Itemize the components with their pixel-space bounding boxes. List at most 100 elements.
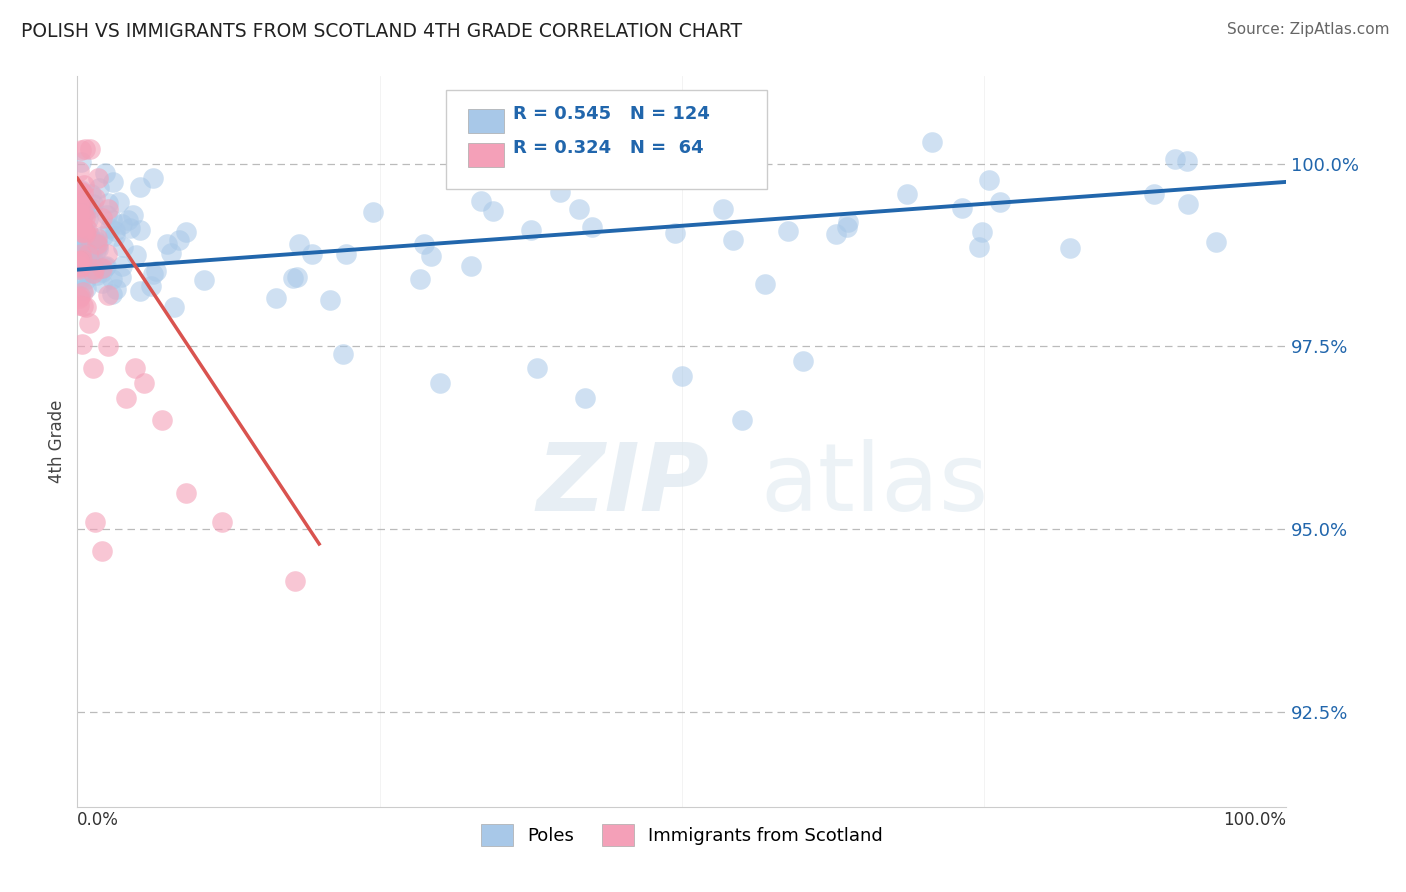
Immigrants from Scotland xyxy=(69,211,91,225)
Immigrants from Scotland xyxy=(132,376,155,390)
Poles xyxy=(75,272,97,286)
Immigrants from Scotland xyxy=(67,298,90,312)
Poles xyxy=(921,135,943,149)
Poles xyxy=(519,223,541,237)
Immigrants from Scotland xyxy=(70,252,93,267)
Poles xyxy=(96,208,118,222)
Poles xyxy=(87,238,110,252)
Immigrants from Scotland xyxy=(211,515,233,529)
Poles xyxy=(288,236,311,251)
Poles xyxy=(731,412,754,426)
Poles xyxy=(429,376,451,390)
Immigrants from Scotland xyxy=(73,225,96,239)
Poles xyxy=(145,263,167,277)
Poles xyxy=(70,242,93,256)
Poles xyxy=(87,242,110,256)
Immigrants from Scotland xyxy=(69,201,91,215)
Poles xyxy=(825,227,848,242)
Immigrants from Scotland xyxy=(69,260,91,275)
Poles xyxy=(142,171,165,186)
Poles xyxy=(76,258,98,272)
Poles xyxy=(94,260,117,274)
FancyBboxPatch shape xyxy=(468,109,505,133)
Poles xyxy=(671,368,693,383)
Poles xyxy=(91,229,114,244)
Poles xyxy=(80,187,103,202)
Poles xyxy=(481,204,503,219)
Immigrants from Scotland xyxy=(69,219,91,233)
Poles xyxy=(101,213,124,227)
Poles xyxy=(73,223,96,237)
Poles xyxy=(70,240,93,254)
Poles xyxy=(82,196,104,211)
Poles xyxy=(301,246,323,260)
Poles xyxy=(91,265,114,279)
Text: POLISH VS IMMIGRANTS FROM SCOTLAND 4TH GRADE CORRELATION CHART: POLISH VS IMMIGRANTS FROM SCOTLAND 4TH G… xyxy=(21,22,742,41)
Poles xyxy=(84,243,107,257)
Text: R = 0.545   N = 124: R = 0.545 N = 124 xyxy=(513,105,710,123)
Immigrants from Scotland xyxy=(96,247,118,261)
Poles xyxy=(837,219,859,234)
Poles xyxy=(283,271,305,285)
Poles xyxy=(70,244,93,259)
Immigrants from Scotland xyxy=(97,287,120,301)
Poles xyxy=(264,291,287,305)
Y-axis label: 4th Grade: 4th Grade xyxy=(48,400,66,483)
Immigrants from Scotland xyxy=(84,515,107,529)
Immigrants from Scotland xyxy=(69,185,91,199)
Immigrants from Scotland xyxy=(67,259,90,273)
Poles xyxy=(70,183,93,197)
Poles xyxy=(332,347,354,361)
Text: 0.0%: 0.0% xyxy=(77,811,120,829)
Poles xyxy=(70,226,93,240)
Poles xyxy=(73,235,96,250)
Immigrants from Scotland xyxy=(67,206,90,220)
Poles xyxy=(111,259,134,273)
Poles xyxy=(142,267,165,281)
Immigrants from Scotland xyxy=(114,391,136,405)
Poles xyxy=(125,248,148,262)
Immigrants from Scotland xyxy=(72,299,94,313)
Poles xyxy=(108,194,131,209)
Poles xyxy=(1142,186,1164,201)
Text: 100.0%: 100.0% xyxy=(1223,811,1286,829)
Poles xyxy=(84,235,107,249)
Poles xyxy=(1164,152,1187,166)
Poles xyxy=(79,248,101,262)
Poles xyxy=(526,361,548,376)
Poles xyxy=(70,199,93,213)
Poles xyxy=(98,220,121,235)
Immigrants from Scotland xyxy=(69,194,91,208)
Poles xyxy=(319,293,342,307)
Poles xyxy=(110,269,132,284)
Immigrants from Scotland xyxy=(73,210,96,224)
Poles xyxy=(754,277,776,292)
Immigrants from Scotland xyxy=(69,193,91,207)
Poles xyxy=(75,239,97,253)
Poles xyxy=(75,197,97,211)
Immigrants from Scotland xyxy=(67,291,90,305)
Poles xyxy=(75,204,97,219)
Poles xyxy=(103,175,125,189)
Poles xyxy=(104,228,127,243)
Poles xyxy=(160,245,183,260)
Poles xyxy=(163,301,186,315)
Poles xyxy=(574,391,596,405)
Poles xyxy=(75,280,97,294)
Poles xyxy=(70,224,93,238)
Poles xyxy=(77,260,100,274)
Poles xyxy=(792,354,814,368)
Immigrants from Scotland xyxy=(90,544,112,558)
Poles xyxy=(94,260,117,275)
Immigrants from Scotland xyxy=(90,261,112,276)
Poles xyxy=(75,266,97,280)
Poles xyxy=(90,260,112,275)
Poles xyxy=(409,272,432,286)
Poles xyxy=(70,194,93,208)
FancyBboxPatch shape xyxy=(446,90,766,189)
Immigrants from Scotland xyxy=(67,254,90,268)
Immigrants from Scotland xyxy=(73,178,96,192)
Poles xyxy=(90,276,112,290)
Poles xyxy=(568,202,591,216)
Immigrants from Scotland xyxy=(76,247,98,261)
